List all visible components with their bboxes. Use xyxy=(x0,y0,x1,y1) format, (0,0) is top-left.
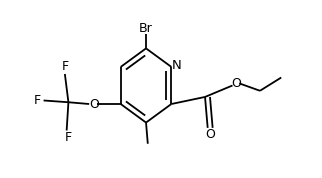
Text: Br: Br xyxy=(139,22,153,35)
Text: O: O xyxy=(89,98,99,111)
Text: F: F xyxy=(65,131,72,144)
Text: N: N xyxy=(172,59,182,72)
Text: F: F xyxy=(33,94,41,107)
Text: O: O xyxy=(232,77,241,90)
Text: O: O xyxy=(205,128,215,141)
Text: F: F xyxy=(61,60,69,73)
